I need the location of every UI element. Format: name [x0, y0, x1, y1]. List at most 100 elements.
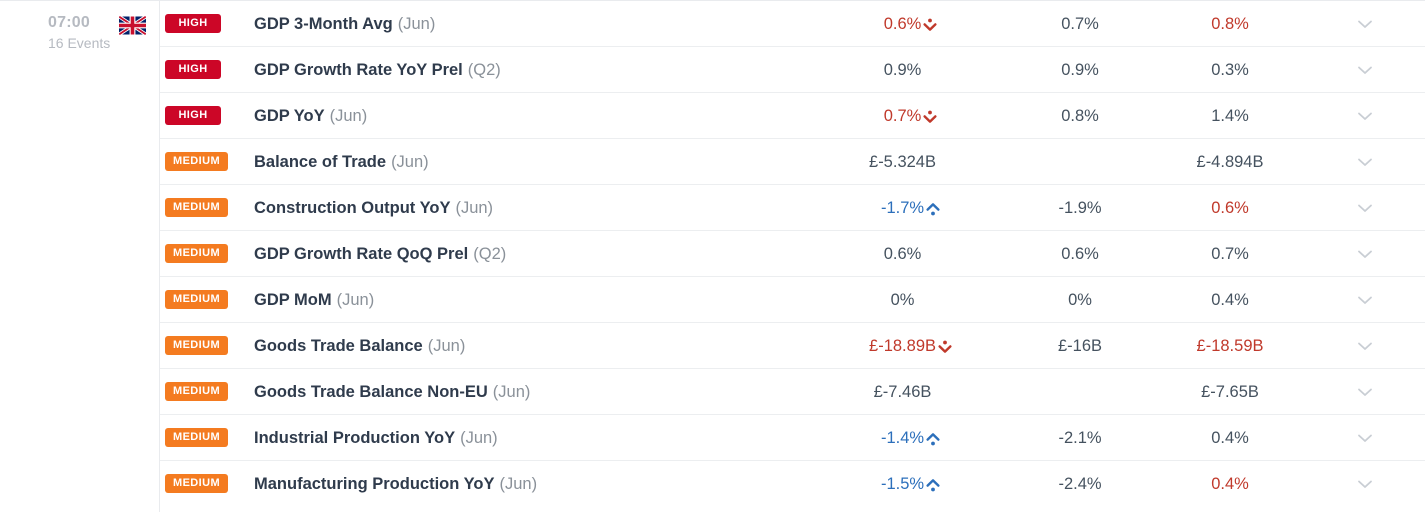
previous-cell: 0.3%	[1211, 60, 1249, 79]
previous-cell: 0.4%	[1211, 428, 1249, 447]
table-row[interactable]: HIGH GDP Growth Rate YoY Prel (Q2) 0.9% 0.9%…	[160, 46, 1425, 92]
actual-value: 0.6%	[883, 14, 922, 33]
event-period: (Jun)	[391, 152, 429, 171]
impact-badge: MEDIUM	[165, 382, 229, 401]
chevron-down-icon	[1354, 13, 1376, 35]
event-name-cell[interactable]: GDP MoM (Jun)	[250, 290, 605, 310]
actual-value: 0.9%	[883, 60, 922, 79]
forecast-cell: 0.8%	[1061, 106, 1099, 125]
event-period: (Jun)	[427, 336, 466, 355]
expand-row-button[interactable]	[1305, 197, 1425, 219]
chevron-down-icon	[1354, 473, 1376, 495]
chevron-down-icon	[1354, 381, 1376, 403]
table-row[interactable]: MEDIUM Construction Output YoY (Jun) -1.7% -…	[160, 184, 1425, 230]
actual-value: -1.7%	[880, 198, 925, 217]
impact-cell: MEDIUM	[160, 336, 250, 355]
table-row[interactable]: MEDIUM Industrial Production YoY (Jun) -1.4…	[160, 414, 1425, 460]
event-name-cell[interactable]: Goods Trade Balance Non-EU (Jun)	[250, 382, 683, 402]
actual-value: £-5.324B	[869, 152, 936, 171]
arrow-up-indicator-icon	[925, 475, 941, 493]
event-name-cell[interactable]: GDP YoY (Jun)	[250, 106, 601, 126]
no-indicator	[922, 61, 938, 79]
impact-badge: MEDIUM	[165, 474, 229, 493]
expand-row-button[interactable]	[1305, 289, 1425, 311]
expand-row-button[interactable]	[1305, 335, 1425, 357]
table-row[interactable]: MEDIUM GDP MoM (Jun) 0% 0% 0.4%	[160, 276, 1425, 322]
impact-cell: HIGH	[160, 60, 250, 79]
event-title: GDP 3-Month Avg	[254, 14, 393, 33]
table-row[interactable]: MEDIUM Balance of Trade (Jun) £-5.324B £-4.8…	[160, 138, 1425, 184]
event-title: GDP Growth Rate YoY Prel	[254, 60, 463, 79]
impact-cell: HIGH	[160, 106, 250, 125]
arrow-up-indicator-icon	[925, 199, 941, 217]
event-name-cell[interactable]: GDP Growth Rate YoY Prel (Q2)	[250, 60, 668, 80]
event-period: (Jun)	[397, 14, 436, 33]
actual-cell: £-5.324B	[835, 152, 1005, 172]
impact-badge: MEDIUM	[165, 428, 229, 447]
event-name-cell[interactable]: GDP 3-Month Avg (Jun)	[250, 14, 635, 34]
previous-cell: 1.4%	[1211, 106, 1249, 125]
expand-row-button[interactable]	[1305, 151, 1425, 173]
previous-cell: 0.7%	[1211, 244, 1249, 263]
previous-cell: £-7.65B	[1201, 382, 1259, 401]
event-name-cell[interactable]: Goods Trade Balance (Jun)	[250, 336, 650, 356]
event-period: (Jun)	[336, 290, 375, 309]
chevron-down-icon	[1354, 197, 1376, 219]
event-time: 07:00	[48, 14, 90, 31]
event-name-cell[interactable]: Construction Output YoY (Jun)	[250, 198, 664, 218]
actual-value: 0%	[890, 290, 915, 309]
expand-row-button[interactable]	[1305, 105, 1425, 127]
impact-badge: HIGH	[165, 60, 221, 79]
table-row[interactable]: MEDIUM Goods Trade Balance Non-EU (Jun) £-7…	[160, 368, 1425, 414]
table-row[interactable]: HIGH GDP 3-Month Avg (Jun) 0.6% 0.7% 0.8%	[160, 0, 1425, 46]
previous-cell: 0.4%	[1211, 474, 1249, 493]
arrow-down-indicator-icon	[922, 15, 938, 33]
expand-row-button[interactable]	[1305, 473, 1425, 495]
event-title: Balance of Trade	[254, 152, 387, 171]
impact-badge: MEDIUM	[165, 244, 229, 263]
previous-cell: 0.4%	[1211, 290, 1249, 309]
chevron-down-icon	[1354, 289, 1376, 311]
arrow-down-indicator-icon	[922, 107, 938, 125]
table-row[interactable]: MEDIUM GDP Growth Rate QoQ Prel (Q2) 0.6% 0.…	[160, 230, 1425, 276]
actual-cell: £-18.89B	[835, 336, 1005, 356]
previous-cell: £-18.59B	[1196, 336, 1264, 355]
impact-cell: MEDIUM	[160, 198, 250, 217]
event-name-cell[interactable]: Balance of Trade (Jun)	[250, 152, 632, 172]
event-name-cell[interactable]: Manufacturing Production YoY (Jun)	[250, 474, 686, 494]
event-period: (Jun)	[499, 474, 538, 493]
chevron-down-icon	[1354, 335, 1376, 357]
expand-row-button[interactable]	[1305, 381, 1425, 403]
event-title: Construction Output YoY	[254, 198, 451, 217]
event-period: (Jun)	[492, 382, 531, 401]
table-row[interactable]: HIGH GDP YoY (Jun) 0.7% 0.8% 1.4%	[160, 92, 1425, 138]
actual-value: 0.7%	[883, 106, 922, 125]
event-title: GDP MoM	[254, 290, 332, 309]
actual-cell: £-7.46B	[835, 382, 1005, 402]
forecast-cell: £-16B	[1058, 336, 1103, 355]
event-title: GDP YoY	[254, 106, 325, 125]
forecast-cell: 0.7%	[1061, 14, 1099, 33]
chevron-down-icon	[1354, 243, 1376, 265]
expand-row-button[interactable]	[1305, 59, 1425, 81]
previous-cell: 0.6%	[1211, 198, 1249, 217]
impact-badge: MEDIUM	[165, 290, 229, 309]
impact-cell: MEDIUM	[160, 382, 250, 401]
expand-row-button[interactable]	[1305, 13, 1425, 35]
impact-cell: MEDIUM	[160, 428, 250, 447]
actual-cell: 0.7%	[835, 106, 1005, 126]
table-row[interactable]: MEDIUM Manufacturing Production YoY (Jun) -…	[160, 460, 1425, 506]
forecast-cell: 0%	[1068, 290, 1092, 309]
chevron-down-icon	[1354, 427, 1376, 449]
actual-value: -1.5%	[880, 474, 925, 493]
expand-row-button[interactable]	[1305, 427, 1425, 449]
event-name-cell[interactable]: Industrial Production YoY (Jun)	[250, 428, 666, 448]
event-name-cell[interactable]: GDP Growth Rate QoQ Prel (Q2)	[250, 244, 671, 264]
no-indicator	[915, 291, 931, 309]
previous-cell: 0.8%	[1211, 14, 1249, 33]
expand-row-button[interactable]	[1305, 243, 1425, 265]
table-row[interactable]: MEDIUM Goods Trade Balance (Jun) £-18.89B £-…	[160, 322, 1425, 368]
impact-badge: HIGH	[165, 14, 221, 33]
event-title: Industrial Production YoY	[254, 428, 456, 447]
